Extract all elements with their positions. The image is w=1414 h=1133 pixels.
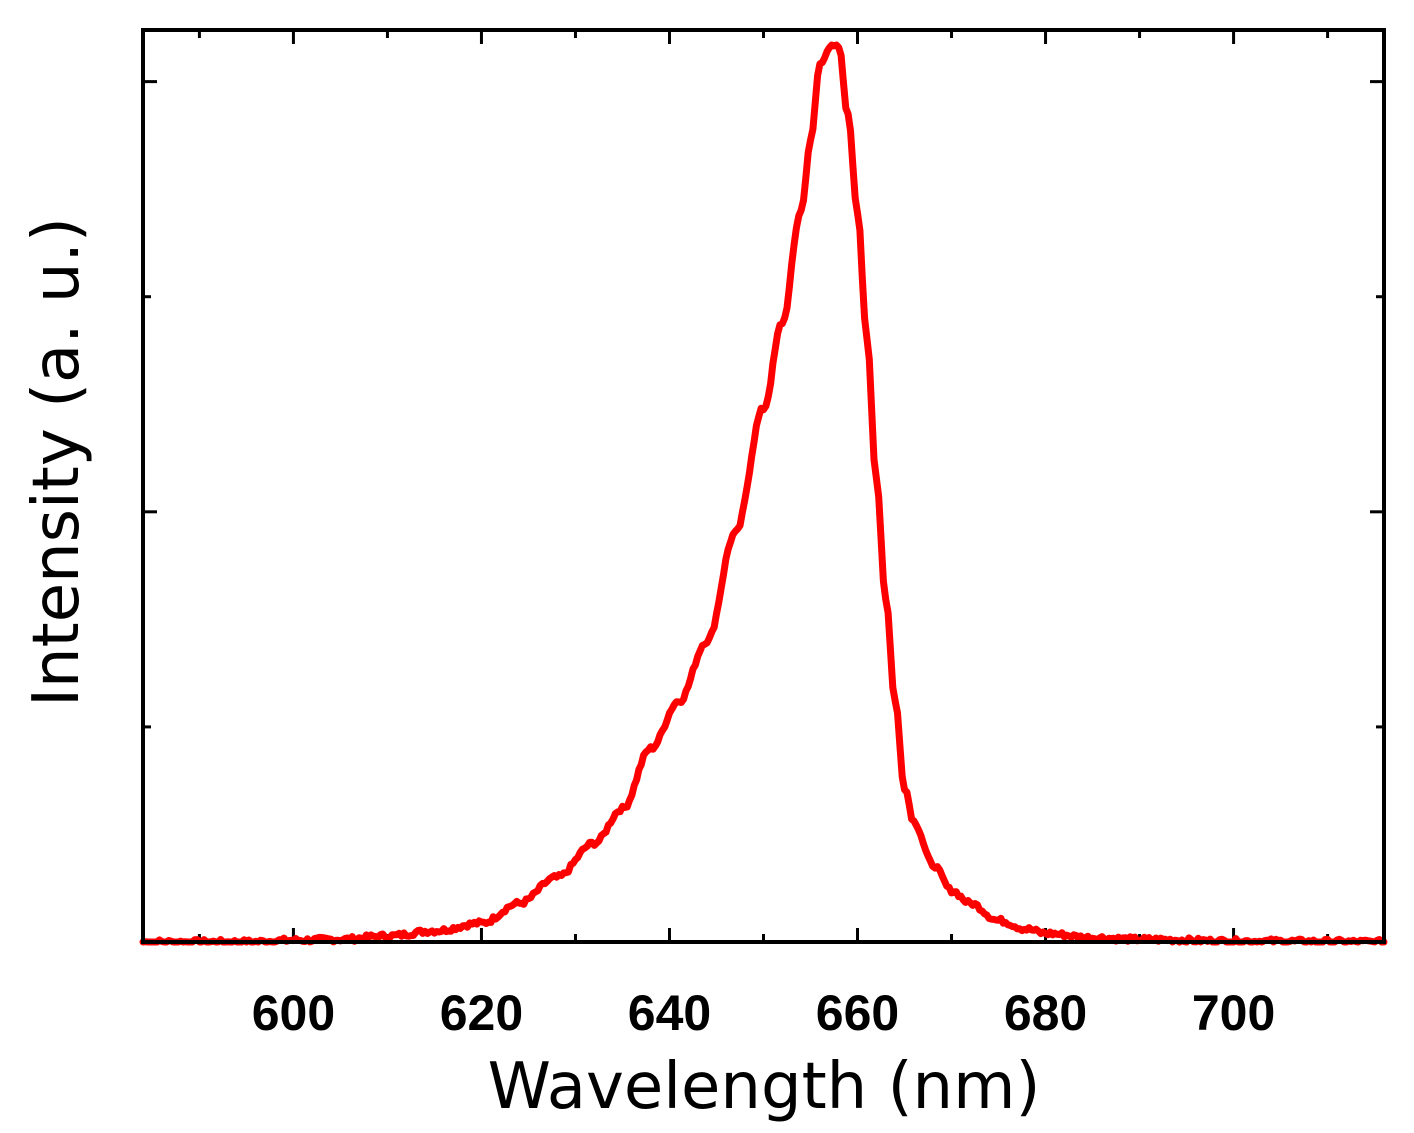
- x-tick-label: 700: [1192, 985, 1275, 1041]
- plot-frame: [141, 28, 1386, 944]
- axis-ticks: [143, 30, 1384, 944]
- intensity-series-line: [139, 41, 1388, 946]
- x-tick-label: 620: [440, 985, 523, 1041]
- x-tick-label: 640: [628, 985, 711, 1041]
- x-tick-label: 600: [252, 985, 335, 1041]
- x-tick-label: 680: [1004, 985, 1087, 1041]
- x-tick-label: 660: [816, 985, 899, 1041]
- x-axis-title: Wavelength (nm): [488, 1050, 1041, 1124]
- x-tick-labels: 600 620 640 660 680 700: [252, 985, 1276, 1041]
- y-axis-title: Intensity (a. u.): [20, 217, 94, 707]
